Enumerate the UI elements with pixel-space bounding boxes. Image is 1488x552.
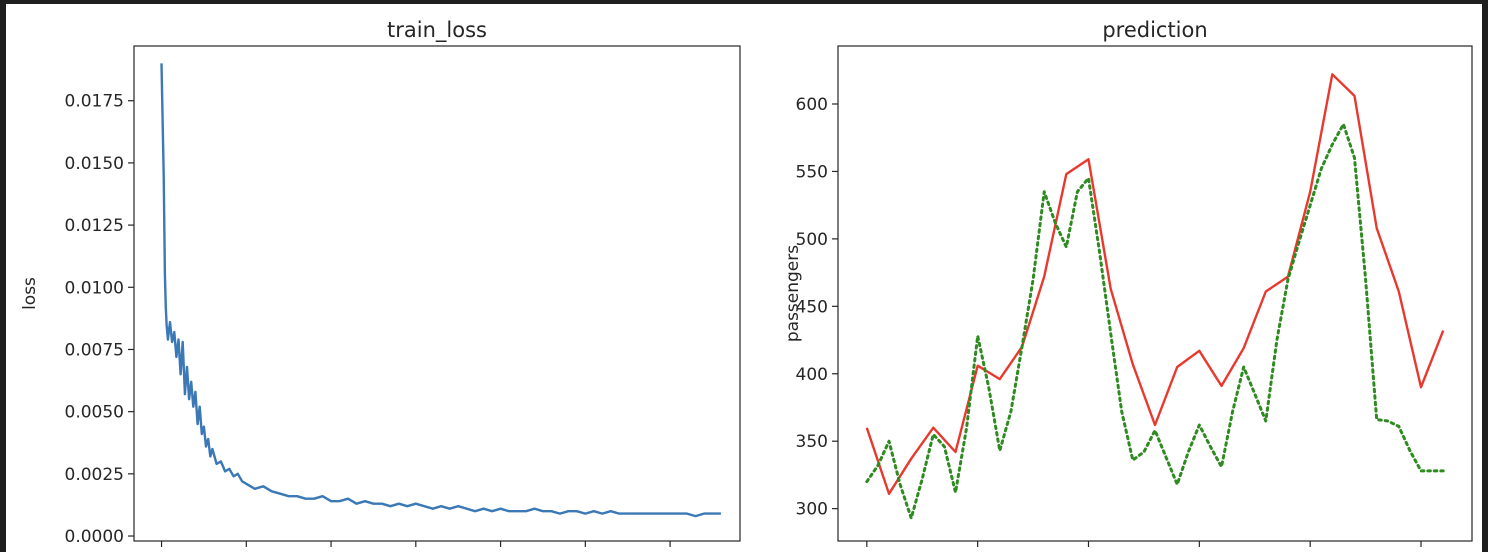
y-tick-label: 0.0050 xyxy=(65,403,124,423)
y-tick-label: 0.0000 xyxy=(65,527,124,547)
y-axis-label: passengers xyxy=(783,245,803,342)
y-tick-label: 0.0175 xyxy=(65,92,124,112)
y-tick-label: 550 xyxy=(796,162,828,182)
figure-svg: 0.0000 0.0025 0.0050 0.0075 0.0100 0.0125 0.01… xyxy=(20,18,1473,547)
y-tick-label: 350 xyxy=(796,432,828,452)
y-tick-label: 600 xyxy=(796,95,828,115)
y-tick-label: 0.0075 xyxy=(65,340,124,360)
y-tick-label: 0.0100 xyxy=(65,278,124,298)
figure-canvas: 0.0000 0.0025 0.0050 0.0075 0.0100 0.0125 0.01… xyxy=(6,4,1482,552)
series-line-2 xyxy=(865,122,1445,520)
plot-frame xyxy=(837,45,1473,542)
series-line-1 xyxy=(865,73,1445,495)
y-tick-label: 400 xyxy=(796,365,828,385)
plot-frame xyxy=(133,45,741,542)
series-line-1 xyxy=(160,63,721,518)
y-axis-label: loss xyxy=(20,277,40,310)
y-tick-label: 0.0025 xyxy=(65,465,124,485)
y-tick-label: 500 xyxy=(796,230,828,250)
plot-title: prediction xyxy=(1102,18,1207,42)
plot-title: train_loss xyxy=(387,18,487,43)
y-tick-label: 0.0150 xyxy=(65,154,124,174)
y-tick-label: 450 xyxy=(796,297,828,317)
y-tick-label: 0.0125 xyxy=(65,216,124,236)
y-tick-label: 300 xyxy=(796,500,828,520)
